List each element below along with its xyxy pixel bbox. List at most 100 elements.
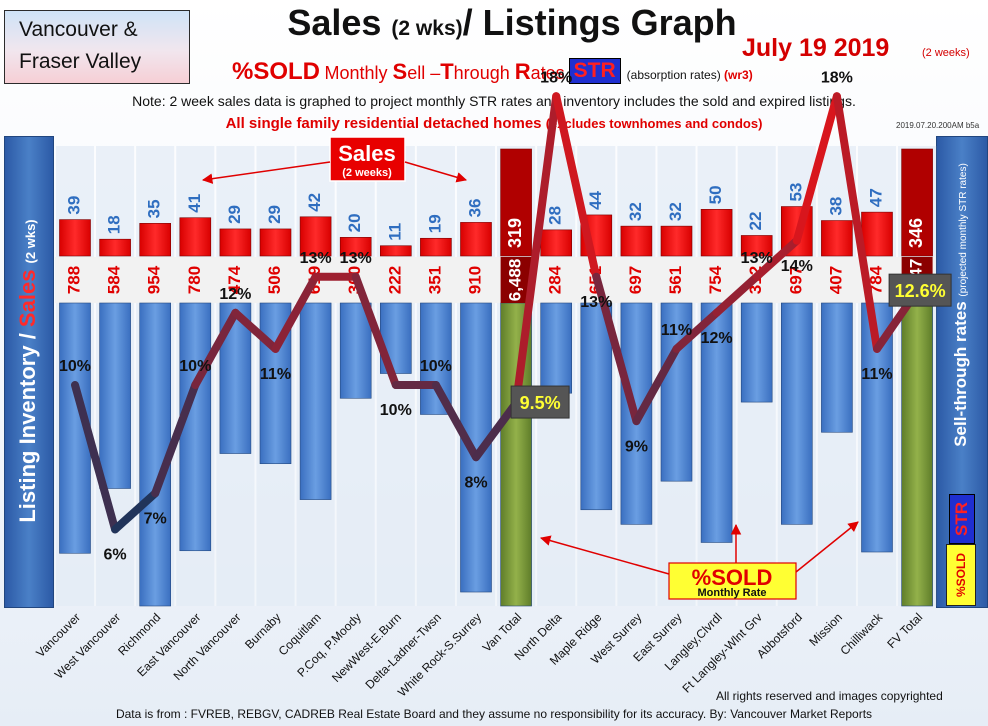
- inventory-value-label: 222: [385, 266, 404, 294]
- sales-bar: [139, 223, 171, 257]
- sales-bar: [339, 237, 372, 257]
- inventory-value-label: 351: [425, 266, 444, 294]
- sales-bar: [219, 228, 252, 257]
- sold-callout-title: %SOLD: [692, 565, 773, 590]
- inventory-value-label: 506: [265, 266, 284, 294]
- sold-value-label: 10%: [59, 358, 91, 375]
- inventory-value-label: 784: [866, 265, 885, 294]
- inventory-value-label: 6,488: [506, 259, 525, 302]
- inventory-bar: [660, 302, 693, 482]
- sales-bar: [861, 211, 893, 257]
- sold-line-segment: [672, 308, 721, 353]
- sold-line-segment: [431, 381, 480, 462]
- source-text: Data is from : FVREB, REBGV, CADREB Real…: [115, 707, 873, 721]
- sold-line-segment: [752, 236, 801, 281]
- timestamp: 2019.07.20.200AM b5a: [896, 121, 980, 130]
- sold-value-label: 11%: [260, 366, 291, 383]
- sales-bar: [460, 222, 492, 257]
- sales-bar: [821, 220, 853, 257]
- region-line-1: Vancouver &: [19, 18, 138, 41]
- sold-line-segment: [792, 92, 841, 245]
- inventory-bar: [540, 302, 573, 394]
- sold-line-segment: [71, 381, 120, 534]
- sold-line-segment: [111, 489, 160, 534]
- sold-value-label: 11%: [861, 366, 892, 383]
- inventory-bar: [740, 302, 773, 403]
- sold-value-label: 7%: [144, 511, 167, 528]
- sold-value-label: 13%: [741, 250, 773, 267]
- sold-value-label: 14%: [781, 258, 813, 275]
- sold-line-segment: [632, 344, 681, 426]
- report-date-sub: (2 weeks): [922, 47, 970, 59]
- sales-callout-arrow: [201, 161, 331, 184]
- sold-line-segment: [712, 272, 761, 317]
- sold-line-segment: [151, 381, 200, 498]
- sales-bar: [620, 225, 653, 257]
- inventory-value-label: 584: [105, 265, 124, 294]
- sales-value-label: 22: [746, 212, 765, 231]
- sales-bar: [660, 225, 693, 257]
- sales-value-label: 29: [225, 205, 244, 224]
- inventory-label-band: [55, 257, 935, 303]
- inventory-bar: [99, 302, 131, 489]
- sales-value-label: 319: [505, 218, 525, 248]
- sales-value-label: 32: [626, 202, 645, 221]
- chart-title: Sales (2 wks)/ Listings Graph: [192, 2, 832, 44]
- inventory-bar: [901, 302, 933, 607]
- sold-value-label: 10%: [420, 358, 452, 375]
- note-text: Note: 2 week sales data is graphed to pr…: [132, 93, 856, 109]
- sold-value-label: 9.5%: [520, 393, 561, 413]
- sales-bar: [901, 148, 933, 257]
- sales-value-label: 42: [305, 193, 324, 212]
- sales-callout-box: [329, 136, 406, 182]
- sales-callout-arrow: [404, 161, 468, 183]
- sold-value-label: 18%: [540, 69, 572, 86]
- str-subtitle: %SOLD Monthly Sell –Through Rates STR (abs…: [232, 58, 753, 86]
- absorption-note: (absorption rates) (wr3): [626, 68, 753, 82]
- inventory-value-label: 954: [145, 265, 164, 294]
- sold-value-label: 13%: [580, 294, 612, 311]
- str-description: Monthly Sell –Through Rates: [324, 59, 565, 84]
- inventory-bar: [299, 302, 332, 500]
- sold-callout-arrow: [539, 535, 670, 575]
- sales-value-label: 36: [465, 198, 484, 217]
- title-part-b: / Listings Graph: [462, 2, 737, 43]
- category-label: Ft Langley-Wlnt Grv: [679, 610, 764, 695]
- inventory-bar: [780, 302, 813, 525]
- report-date: July 19 2019: [742, 34, 890, 62]
- sold-value-label: 12.6%: [895, 281, 946, 301]
- inventory-value-label: 780: [185, 266, 204, 294]
- sold-line-segment: [231, 308, 280, 353]
- sales-value-label: 38: [826, 197, 845, 216]
- sold-value-label: 13%: [300, 250, 332, 267]
- inventory-bar: [580, 302, 613, 511]
- sales-value-label: 35: [145, 199, 164, 218]
- sold-value-label: 9%: [625, 438, 648, 455]
- sold-line-segment: [512, 92, 561, 408]
- inventory-value-label: 697: [626, 266, 645, 294]
- inventory-bar: [339, 302, 372, 399]
- right-str-badge: STR: [949, 494, 975, 544]
- sold-value-label: 13%: [340, 250, 372, 267]
- sales-value-label: 53: [786, 183, 805, 202]
- category-label: Delta-Ladner-Twsn: [362, 610, 444, 692]
- sold-callout-box: [668, 562, 797, 600]
- total-sold-box: [888, 273, 952, 307]
- sales-value-label: 32: [666, 202, 685, 221]
- inventory-value-label: 788: [64, 266, 83, 294]
- sales-bar: [259, 228, 292, 257]
- left-axis-banner: [4, 136, 54, 608]
- title-part-a: Sales: [287, 2, 382, 43]
- inventory-bar: [139, 302, 171, 607]
- sold-value-label: 10%: [380, 402, 412, 419]
- sales-value-label: 11: [385, 223, 404, 241]
- inventory-bar: [179, 302, 212, 552]
- inventory-value-label: 697: [786, 266, 805, 294]
- sales-bar: [59, 219, 91, 257]
- title-small: (2 wks): [391, 17, 463, 40]
- scope-text: All single family residential detached h…: [225, 115, 763, 132]
- sales-bar: [379, 245, 412, 257]
- sold-value-label: 12%: [219, 286, 251, 303]
- sold-line-segment: [832, 92, 881, 353]
- sales-bar: [420, 237, 452, 257]
